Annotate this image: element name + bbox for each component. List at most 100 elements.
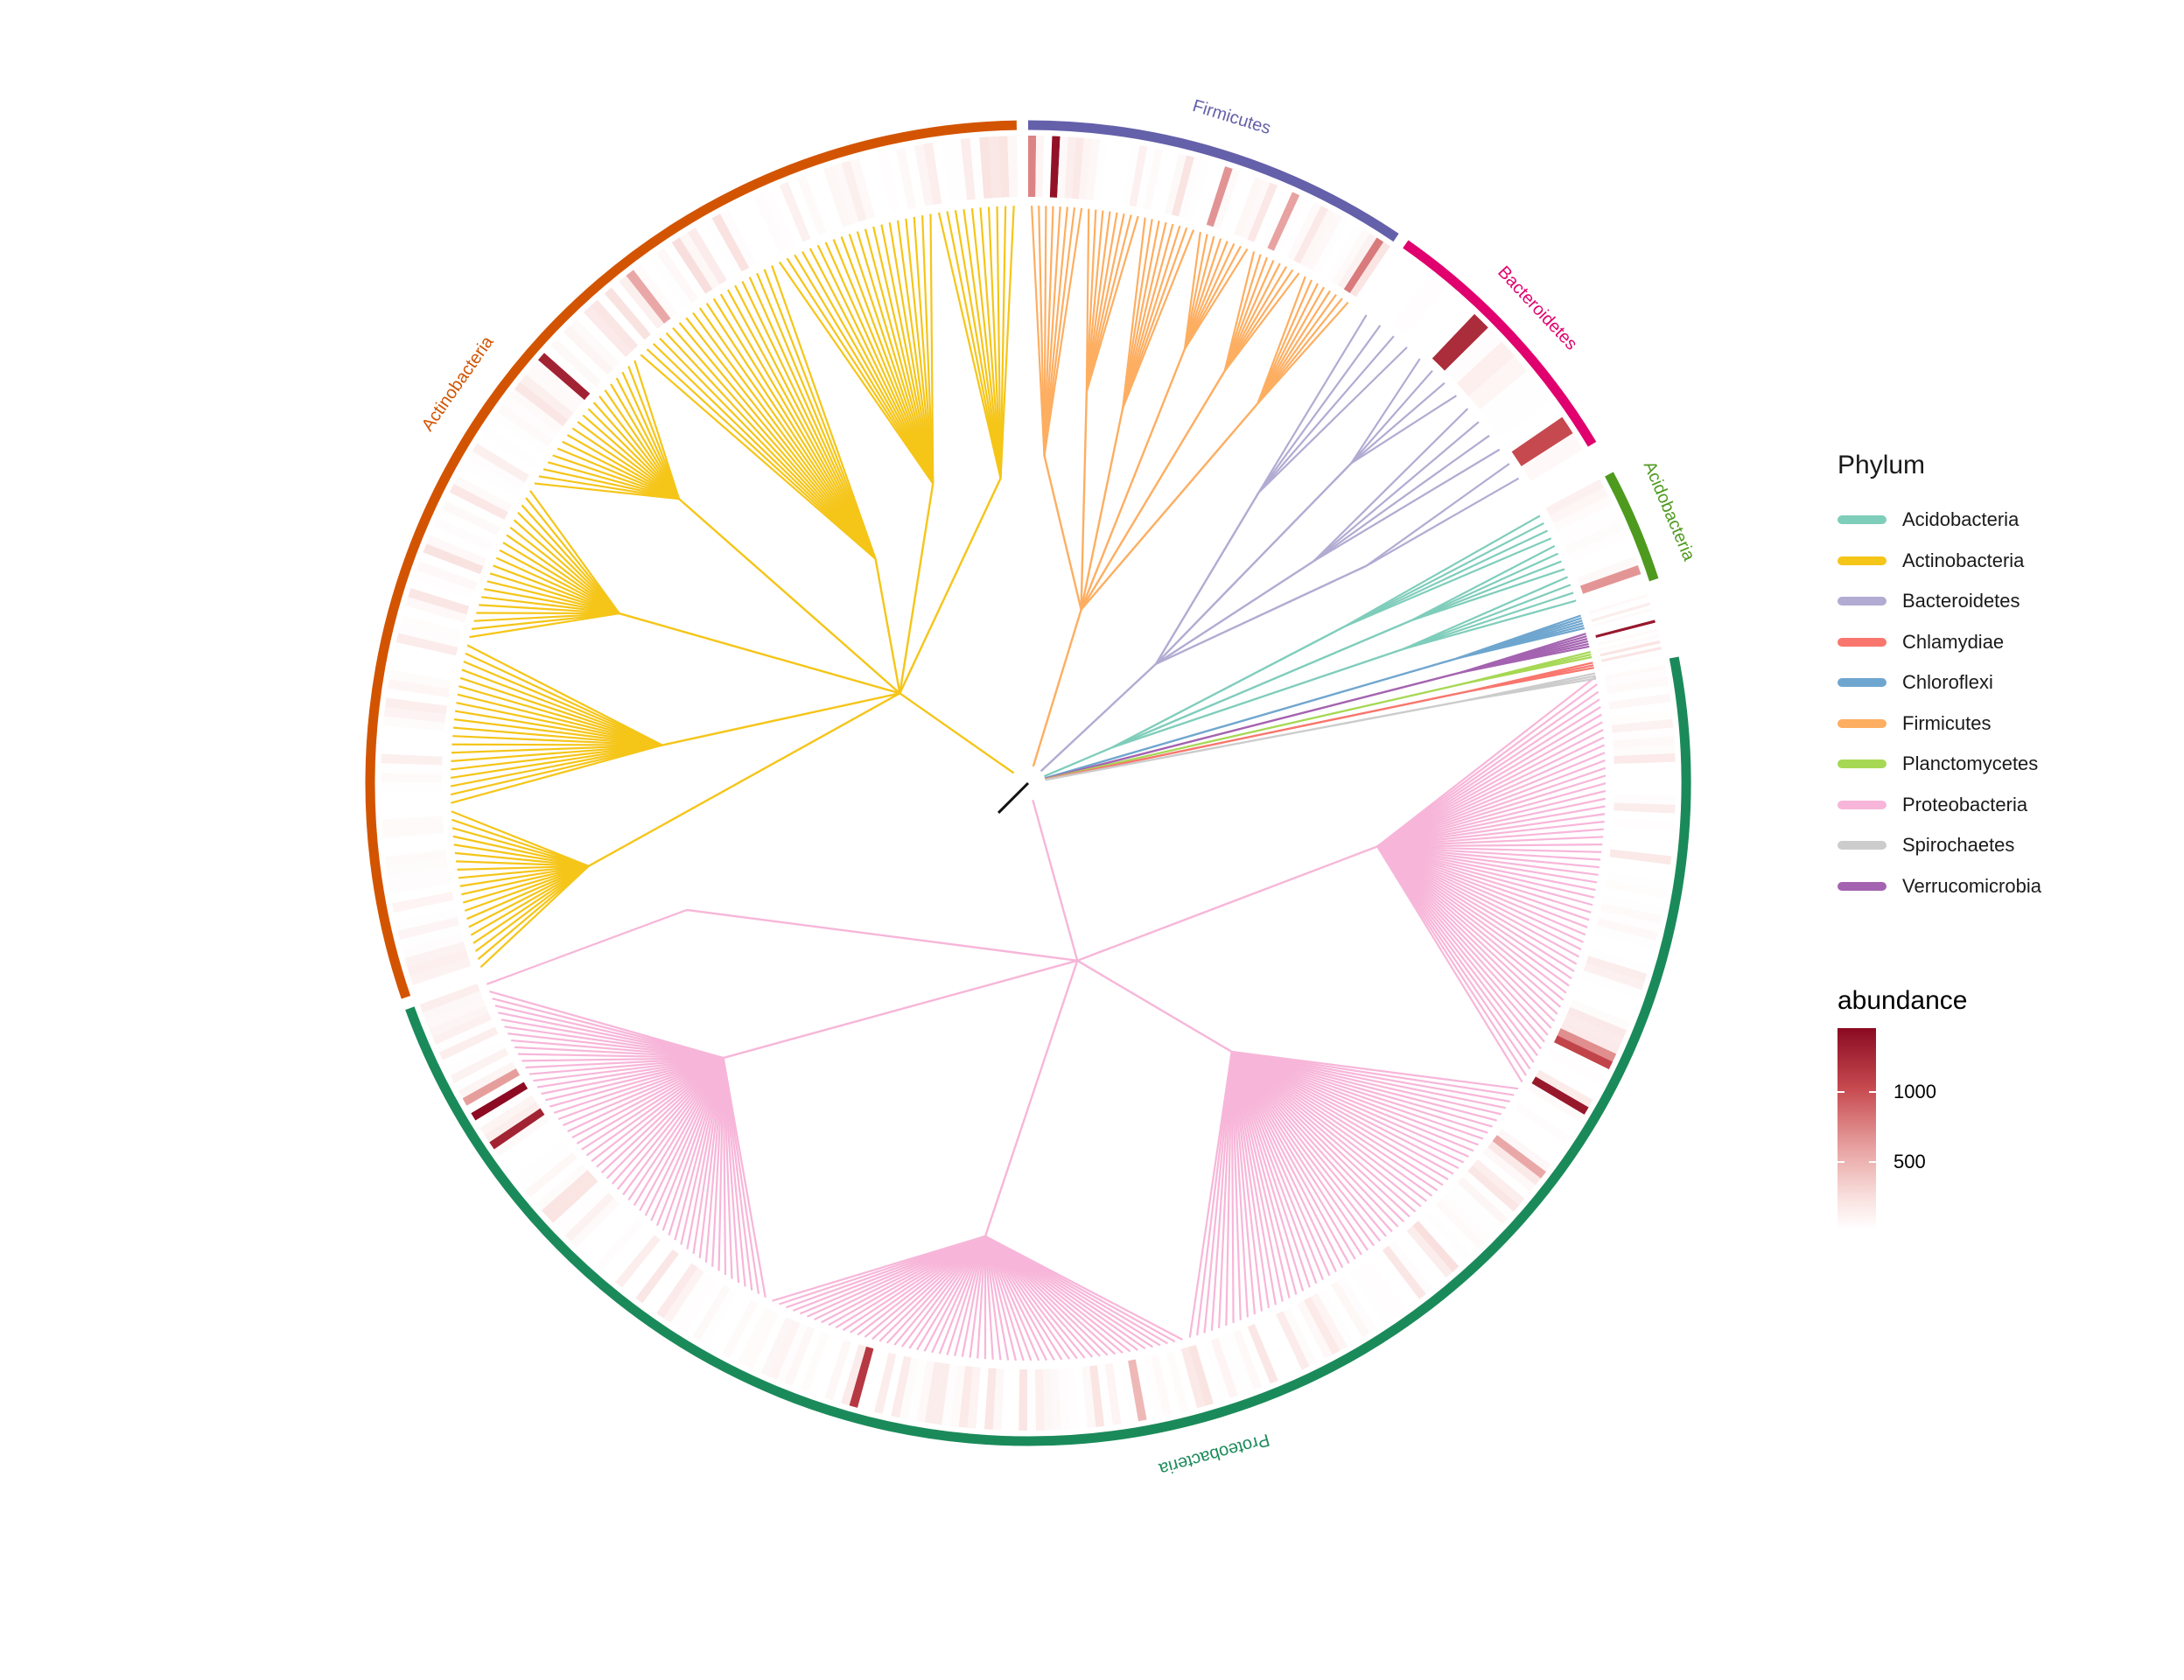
heatmap-cell [656,1263,698,1319]
heatmap-cell [381,781,443,792]
heatmap-cell [381,772,443,782]
heatmap-cell [1136,146,1156,209]
heatmap-cell [800,1332,830,1393]
branch-actinobacteria [899,478,1002,694]
leaf-branch [1231,1050,1479,1146]
heatmap-cell [1614,761,1676,772]
heatmap-cell [615,1235,661,1288]
leaf-branch [1256,301,1349,404]
leaf-branch [1376,698,1600,848]
leaf-branch [451,810,590,867]
leaf-branch [533,1056,724,1082]
leaf-branch [1462,655,1592,685]
leaf-branch [1230,1051,1337,1272]
leaf-branch [1376,845,1572,980]
heatmap-cell [611,281,658,335]
leaf-branch [1231,1051,1438,1192]
leaf-branch [748,276,877,560]
heatmap-cell [633,263,678,318]
leaf-branch [1043,206,1068,456]
heatmap-cell [1557,1028,1617,1062]
heatmap-cell [1614,779,1676,788]
phylum-legend: Phylum Acidobacteria Actinobacteria Bacter… [1838,451,2152,906]
heatmap-cell [1312,217,1350,275]
heatmap-cell [1589,596,1649,617]
clade-label-actinobacteria: Actinobacteria [418,332,498,435]
legend-label: Spirochaetes [1902,834,2015,857]
legend-label: Acidobacteria [1902,508,2020,531]
leaf-branch [1312,408,1469,562]
heatmap-cell [1599,637,1660,654]
leaf-branch [954,1236,987,1356]
heatmap-cell [1596,622,1656,640]
heatmap-cell [1232,1329,1263,1390]
leaf-branch [835,1235,986,1329]
heatmap-cell [1601,895,1664,916]
leaf-branch [1376,845,1582,951]
heatmap-cell [877,150,900,214]
heatmap-cell [868,153,892,215]
leaf-branch [1256,283,1320,404]
leaf-branch [1376,736,1605,848]
leaf-branch [1183,238,1222,349]
heatmap-cell [1337,233,1377,290]
heatmap-cell [583,1208,632,1260]
heatmap-cell [677,1276,718,1333]
heatmap-cell [1128,1359,1147,1422]
legend-label: Firmicutes [1902,711,1992,734]
heatmap-cell [899,1357,920,1420]
leaf-branch [840,236,934,484]
leaf-branch [1122,225,1181,409]
leaf-branch [1377,845,1602,853]
leaf-branch [461,668,663,746]
leaf-branch [476,612,620,615]
leaf-branch [474,864,590,952]
leaf-branch [712,298,877,560]
heatmap-cell [1199,164,1226,225]
leaf-branch [984,1236,1025,1362]
heatmap-cell [595,1219,643,1271]
heatmap-cell [564,1193,614,1242]
leaf-branch [1231,1051,1454,1175]
leaf-branch [1377,813,1606,848]
heatmap-cell [577,312,626,363]
leaf-branch [655,1057,724,1227]
leaf-branch [1376,845,1590,921]
heatmap-cell [1564,521,1625,555]
branch-verrucomicrobia [1426,671,1461,682]
heatmap-cell [670,1271,711,1328]
leaf-branch [969,1236,987,1358]
heatmap-cell [388,669,452,690]
heatmap-cell [1490,385,1551,438]
heatmap-cell [553,1181,604,1229]
leaf-branch [585,1057,724,1157]
heatmap-cell [1143,1356,1164,1418]
leaf-branch [477,865,590,961]
branch-bacteroidetes [1155,462,1353,665]
heatmap-cell [410,578,472,606]
leaf-branch [1376,845,1562,1008]
tree-root [997,781,1030,815]
leaf-branch [508,1032,724,1060]
leaf-branch [808,248,934,485]
leaf-branch [938,1236,987,1354]
leaf-branch [864,1235,986,1338]
heatmap-cell [1276,1311,1310,1370]
heatmap-cell [391,892,454,913]
heatmap-cell [916,1360,934,1423]
heatmap-cell [570,1198,620,1248]
heatmap-cell [1319,220,1357,278]
heatmap-cell [865,1350,889,1412]
leaf-branch [1122,220,1160,409]
heatmap-cell [1609,849,1672,865]
heatmap-cell [914,144,934,206]
leaf-branch [576,1057,724,1144]
leaf-branch [1403,599,1577,650]
leaf-branch [1403,584,1572,650]
legend-item: Proteobacteria [1838,785,2152,826]
heatmap-cell [1247,1324,1278,1384]
leaf-branch [923,1236,987,1352]
heatmap-cell [443,1033,502,1068]
heatmap-cell [722,1299,759,1358]
leaf-branch [1460,645,1590,674]
